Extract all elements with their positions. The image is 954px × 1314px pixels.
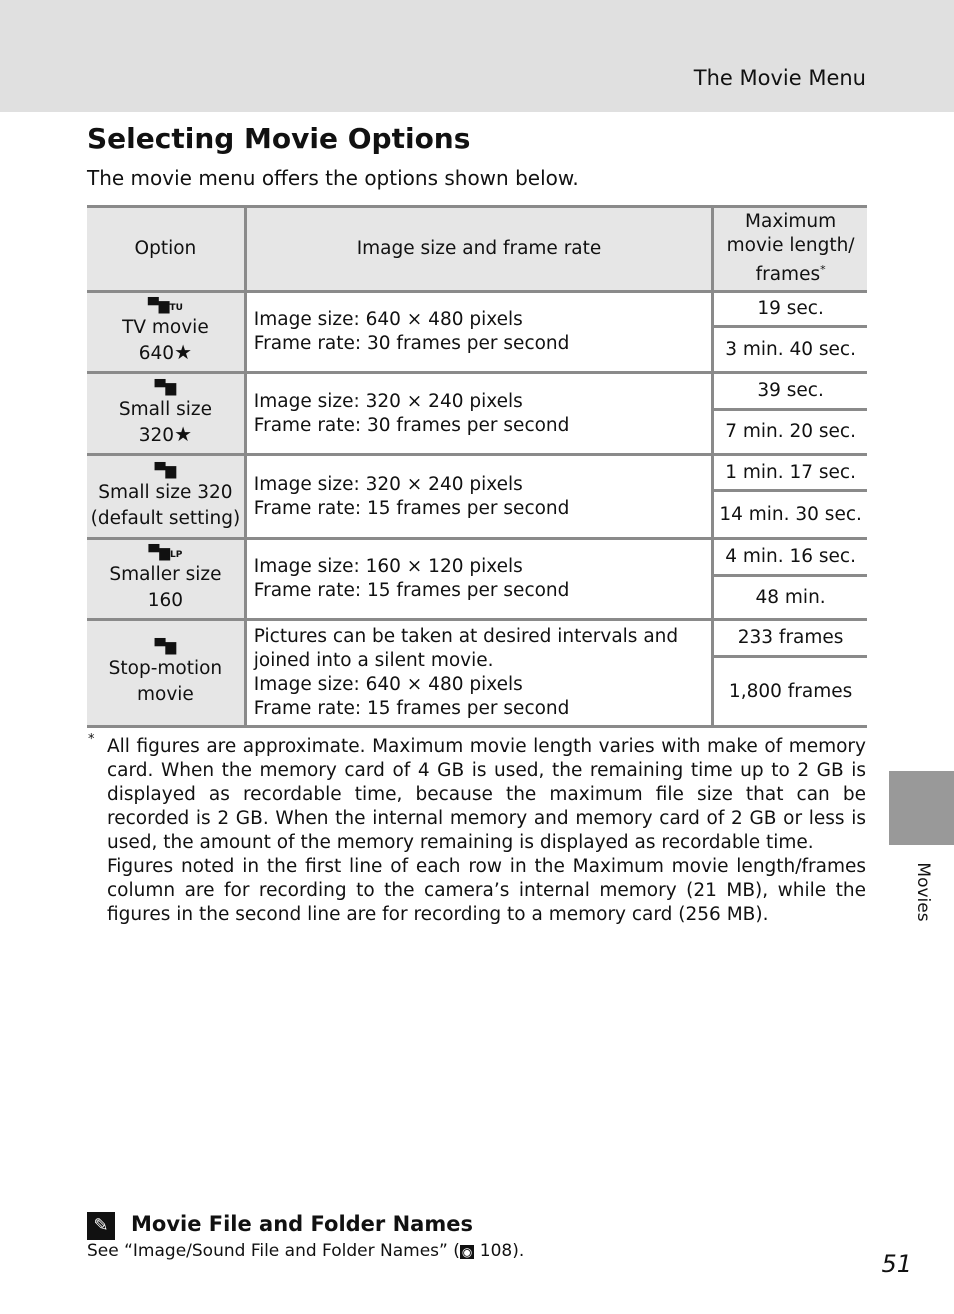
description-line: Image size: 160 × 120 pixels (253, 556, 523, 577)
description-line: Frame rate: 30 frames per second (253, 333, 570, 354)
page-header: The Movie Menu (0, 0, 954, 112)
option-name: Small size 320 (98, 481, 233, 503)
description-cell: Image size: 160 × 120 pixels Frame rate: … (243, 537, 715, 621)
description-line: Frame rate: 15 frames per second (253, 698, 570, 719)
description-line: Image size: 640 × 480 pixels (253, 674, 523, 695)
option-cell: ▀▆LP Smaller size 160 (87, 537, 247, 621)
intro-text: The movie menu offers the options shown … (87, 166, 579, 190)
description-line: Frame rate: 15 frames per second (253, 497, 570, 519)
description-line: Image size: 320 × 240 pixels (253, 473, 523, 495)
table-row: 7 min. 20 sec. (87, 408, 867, 456)
smaller-size-icon: ▀▆LP (148, 545, 183, 561)
tv-movie-icon: ▀▆TU (147, 298, 183, 314)
table-row: 48 min. (87, 574, 867, 621)
movie-options-table: Option Image size and frame rate Maximum… (87, 205, 867, 728)
section-title: The Movie Menu (693, 66, 866, 90)
table-row: 14 min. 30 sec. (87, 489, 867, 540)
option-cell: ▀▆ Small size 320★ (87, 371, 247, 456)
internal-memory-length: 4 min. 16 sec. (711, 537, 867, 577)
tip-title: Movie File and Folder Names (131, 1212, 473, 1236)
description-line: Image size: 640 × 480 pixels (253, 309, 523, 330)
memory-card-length: 1,800 frames (712, 655, 867, 728)
option-size: 160 (147, 590, 184, 611)
description-cell: Image size: 320 × 240 pixels Frame rate: … (243, 453, 715, 540)
option-name: TV movie (122, 317, 209, 338)
option-cell: ▀▆ Stop-motion movie (87, 618, 247, 728)
option-name: Stop-motion (108, 658, 223, 679)
small-size-icon: ▀▆ (154, 462, 177, 479)
header-max-length: Maximum movie length/ frames* (711, 205, 867, 293)
description-cell: Pictures can be taken at desired interva… (243, 618, 715, 728)
internal-memory-length: 233 frames (711, 618, 867, 658)
option-size: 640★ (138, 340, 193, 364)
table-row: ▀▆ Small size 320 (default setting) Imag… (87, 453, 867, 540)
reference-link[interactable]: 108 (479, 1241, 513, 1261)
pencil-note-icon: ✎ (87, 1212, 115, 1240)
page-title: Selecting Movie Options (87, 122, 471, 155)
description-line: Frame rate: 15 frames per second (253, 580, 570, 601)
description-line: Pictures can be taken at desired interva… (253, 626, 679, 647)
table-row: ▀▆ Stop-motion movie Pictures can be tak… (87, 618, 867, 728)
side-tab (889, 771, 954, 845)
memory-card-length: 7 min. 20 sec. (712, 408, 867, 456)
description-line: Frame rate: 30 frames per second (253, 414, 570, 436)
option-name: Small size (118, 398, 212, 420)
internal-memory-length: 39 sec. (711, 371, 867, 411)
side-tab-label: Movies (913, 862, 933, 922)
header-option: Option (87, 205, 247, 293)
page-number: 51 (881, 1250, 912, 1278)
memory-card-length: 14 min. 30 sec. (712, 489, 867, 540)
table-row: ▀▆LP Smaller size 160 Image size: 160 × … (87, 537, 867, 621)
table-row: 3 min. 40 sec. (87, 325, 867, 374)
stop-motion-icon: ▀▆ (154, 639, 177, 655)
memory-card-length: 3 min. 40 sec. (712, 325, 867, 374)
small-size-star-icon: ▀▆ (154, 379, 177, 396)
footnote-paragraph: Figures noted in the first line of each … (107, 856, 866, 925)
header-image-size: Image size and frame rate (243, 205, 715, 293)
description-cell: Image size: 640 × 480 pixels Frame rate: … (243, 290, 715, 374)
star-icon: ★ (174, 340, 193, 364)
table-row: 1,800 frames (87, 655, 867, 728)
option-cell: ▀▆ Small size 320 (default setting) (87, 453, 247, 540)
option-size: (default setting) (90, 507, 241, 529)
tip-text: See “Image/Sound File and Folder Names” … (87, 1241, 525, 1261)
internal-memory-length: 19 sec. (711, 290, 867, 328)
internal-memory-length: 1 min. 17 sec. (711, 453, 867, 492)
table-row: ▀▆ Small size 320★ Image size: 320 × 240… (87, 371, 867, 456)
footnote-paragraph: All figures are approximate. Maximum mov… (107, 736, 866, 853)
star-icon: ★ (174, 421, 193, 446)
option-cell: ▀▆TU TV movie 640★ (87, 290, 247, 374)
option-name: Smaller size (109, 564, 222, 585)
memory-card-length: 48 min. (712, 574, 867, 621)
description-cell: Image size: 320 × 240 pixels Frame rate: … (243, 371, 715, 456)
option-size: 320★ (138, 421, 193, 446)
table-row: ▀▆TU TV movie 640★ Image size: 640 × 480… (87, 290, 867, 374)
footnote: All figures are approximate. Maximum mov… (107, 735, 866, 927)
footnote-mark: * (88, 732, 95, 747)
description-line: joined into a silent movie. (253, 650, 494, 671)
option-size: movie (136, 684, 194, 705)
reference-icon: ◉ (459, 1245, 475, 1259)
description-line: Image size: 320 × 240 pixels (253, 390, 523, 412)
